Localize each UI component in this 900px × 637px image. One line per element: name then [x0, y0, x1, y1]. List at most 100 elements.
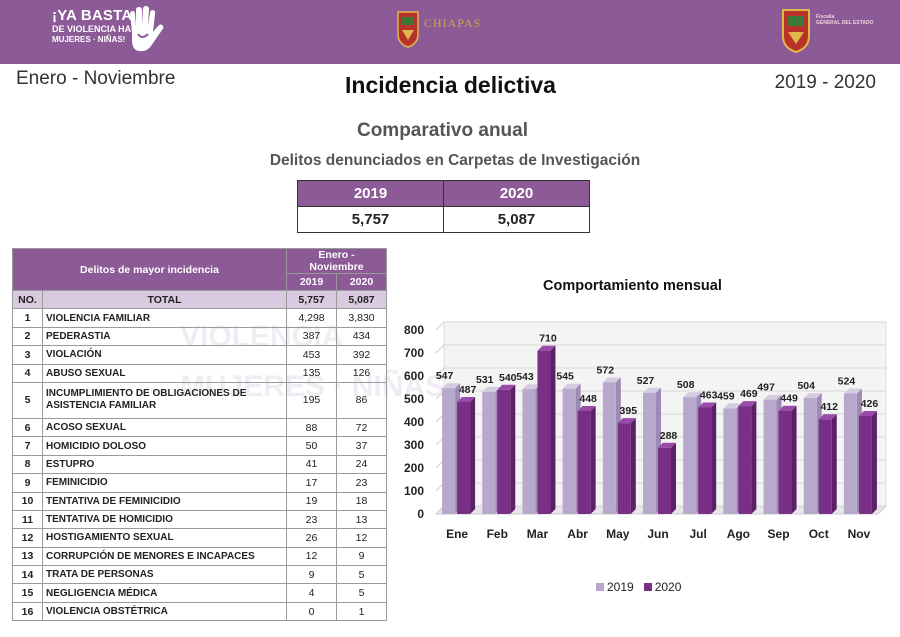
row-number: 15	[12, 583, 43, 603]
bar-top-2019	[723, 403, 742, 409]
row-value-2020: 72	[336, 417, 387, 438]
data-label-2019: 527	[637, 375, 655, 387]
table-row: 10 TENTATIVA DE FEMINICIDIO 19 18	[12, 491, 387, 511]
chiapas-crest-icon	[397, 11, 419, 48]
legend-label-2019: 2019	[607, 580, 634, 594]
data-label-2019: 504	[797, 380, 815, 392]
data-label-2020: 710	[539, 333, 557, 345]
row-number: 4	[12, 363, 43, 383]
chart-legend: 2019 2020	[596, 580, 681, 594]
table-row: 1 VIOLENCIA FAMILIAR 4,298 3,830	[12, 308, 387, 328]
bar-side-2020	[671, 442, 676, 514]
y-tick-label: 200	[404, 461, 424, 475]
subtitle-delitos: Delitos denunciados en Carpetas de Inves…	[269, 152, 641, 169]
y-tick-label: 700	[404, 346, 424, 360]
row-value-2019: 4	[286, 583, 337, 603]
bar-top-2020	[457, 396, 476, 402]
row-crime-name: HOMICIDIO DOLOSO	[42, 436, 287, 456]
data-label-2019: 524	[838, 375, 856, 387]
legend-swatch-2019	[596, 583, 604, 591]
bar-side-2020	[751, 401, 757, 514]
bar-2019	[683, 397, 697, 514]
row-crime-name: VIOLENCIA FAMILIAR	[42, 308, 287, 328]
chart-title: Comportamiento mensual	[543, 278, 722, 294]
row-value-2019: 50	[286, 436, 337, 456]
x-tick-label: Abr	[567, 527, 588, 541]
row-number: 10	[12, 491, 43, 511]
bar-2020	[617, 423, 631, 514]
legend-swatch-2020	[643, 583, 652, 591]
bar-2020	[457, 401, 471, 514]
row-value-2020: 3,830	[336, 308, 387, 328]
bar-top-2019	[643, 387, 661, 393]
table-row: 15 NEGLIGENCIA MÉDICA 4 5	[12, 583, 387, 603]
bar-top-2019	[803, 393, 822, 399]
row-value-2019: 88	[286, 417, 337, 438]
row-value-2019: 12	[286, 546, 337, 567]
row-crime-name: TRATA DE PERSONAS	[42, 565, 287, 585]
row-number: 6	[12, 417, 43, 438]
bar-side-2020	[470, 396, 476, 514]
incidence-table-container: Delitos de mayor incidencia Enero - Novi…	[12, 248, 387, 622]
row-value-2019: 17	[286, 473, 337, 493]
x-tick-label: Feb	[487, 527, 508, 541]
row-value-2020: 86	[336, 381, 387, 419]
row-value-2019: 41	[286, 454, 337, 475]
hand-icon	[130, 6, 164, 52]
bar-2019	[643, 392, 656, 514]
bar-side-2020	[791, 405, 797, 514]
bar-side-2020	[711, 402, 717, 514]
row-crime-name: ESTUPRO	[42, 454, 287, 475]
bar-top-2020	[698, 402, 717, 408]
bar-2020	[497, 389, 511, 514]
comparison-year-2020: 2020	[443, 180, 590, 207]
row-value-2020: 24	[336, 454, 387, 475]
row-number: 16	[12, 601, 43, 622]
comparison-total-2020: 5,087	[443, 206, 590, 233]
table-row: 12 HOSTIGAMIENTO SEXUAL 26 12	[12, 528, 387, 548]
row-value-2020: 392	[336, 345, 387, 365]
bar-2019	[723, 408, 737, 514]
gridline-depth	[435, 321, 445, 331]
bar-top-2020	[497, 384, 516, 390]
years-label: 2019 - 2020	[774, 72, 876, 93]
bar-2019	[482, 391, 496, 514]
data-label-2020: 412	[820, 401, 838, 413]
bar-2020	[818, 419, 832, 514]
bar-2019	[803, 398, 817, 514]
row-value-2019: 9	[286, 565, 337, 585]
row-number: 14	[12, 565, 43, 585]
row-crime-name: TENTATIVA DE HOMICIDIO	[42, 509, 287, 530]
bar-2020	[698, 407, 712, 514]
x-tick-label: Nov	[848, 527, 871, 541]
period-label: Enero - Noviembre	[16, 68, 176, 89]
subtitle-comparativo: Comparativo anual	[356, 120, 529, 141]
data-label-2019: 547	[436, 370, 454, 382]
fiscalia-logo-text: Fiscalía GENERAL DEL ESTADO	[816, 14, 874, 26]
row-number: 3	[12, 345, 43, 365]
row-crime-name: VIOLENCIA OBSTÉTRICA	[42, 601, 287, 622]
data-label-2020: 449	[780, 393, 798, 405]
row-number: 12	[12, 528, 43, 548]
table-row: 11 TENTATIVA DE HOMICIDIO 23 13	[12, 509, 387, 530]
bar-side-2020	[871, 411, 877, 514]
row-number: 9	[12, 473, 43, 493]
row-value-2019: 0	[286, 601, 337, 622]
row-value-2020: 13	[336, 509, 387, 530]
bar-2019	[442, 388, 456, 514]
table-row: 4 ABUSO SEXUAL 135 126	[12, 363, 387, 383]
table-row: 9 FEMINICIDIO 17 23	[12, 473, 387, 493]
bar-top-2020	[738, 401, 757, 407]
comparison-total-2019: 5,757	[297, 206, 444, 233]
y-tick-label: 300	[404, 438, 424, 452]
row-value-2020: 9	[336, 546, 387, 567]
table-period: Enero - Noviembre	[286, 248, 387, 274]
annual-comparison-table: 2019 2020 5,757 5,087	[297, 180, 590, 233]
data-label-2020: 288	[660, 430, 678, 442]
legend-label-2020: 2020	[654, 580, 682, 594]
data-label-2020: 540	[499, 372, 517, 384]
bar-2020	[577, 410, 591, 514]
data-label-2019: 497	[757, 382, 775, 394]
column-header-2019: 2019	[286, 273, 337, 291]
bar-top-2020	[818, 414, 837, 420]
